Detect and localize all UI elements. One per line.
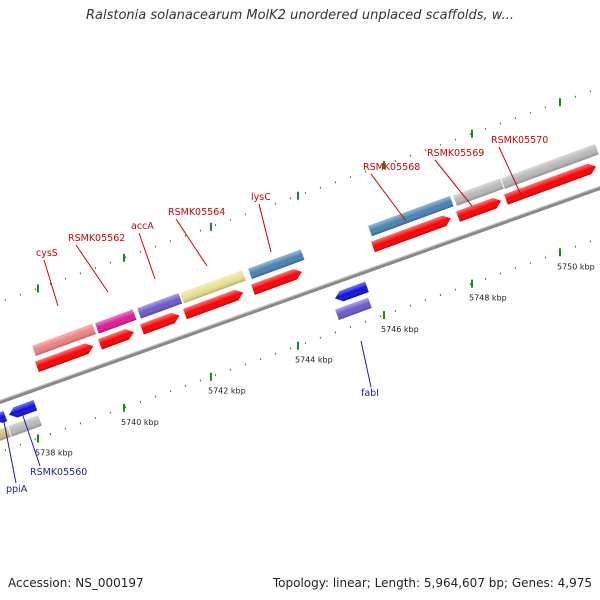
gene-bar-RSMK05562[interactable] bbox=[95, 309, 137, 334]
gene-label-RSMK05560[interactable]: RSMK05560 bbox=[30, 467, 87, 478]
topology-summary: Topology: linear; Length: 5,964,607 bp; … bbox=[272, 576, 592, 590]
cds-arrow-forward[interactable] bbox=[98, 327, 136, 350]
leader-line bbox=[75, 244, 109, 293]
gene-label-accA[interactable]: accA bbox=[131, 221, 154, 232]
gene-label-cysS[interactable]: cysS bbox=[36, 248, 58, 259]
scale-tick-label: 5738 kbp bbox=[35, 448, 73, 457]
leader-line bbox=[434, 159, 473, 207]
leader-line bbox=[43, 259, 59, 307]
gene-bar-lysC[interactable] bbox=[248, 249, 305, 279]
gene-label-RSMK05570[interactable]: RSMK05570 bbox=[491, 135, 548, 146]
leader-line bbox=[21, 412, 41, 467]
gene-label-fabI[interactable]: fabI bbox=[361, 388, 379, 399]
cds-arrow-forward[interactable] bbox=[504, 161, 598, 205]
cds-arrow-reverse-fabI[interactable] bbox=[333, 281, 369, 304]
leader-line bbox=[138, 232, 156, 280]
cds-arrow-forward[interactable] bbox=[140, 310, 181, 335]
scale-tick-label: 5748 kbp bbox=[469, 294, 507, 303]
scale-tick-label: 5750 kbp bbox=[557, 262, 595, 271]
sequence-backbone-highlight bbox=[0, 185, 600, 402]
gene-bar-fabI[interactable] bbox=[335, 297, 372, 320]
cds-arrow-forward[interactable] bbox=[371, 213, 453, 253]
gene-label-RSMK05564[interactable]: RSMK05564 bbox=[168, 207, 225, 218]
gene-label-RSMK05562[interactable]: RSMK05562 bbox=[68, 233, 125, 244]
scale-tick-label: 5740 kbp bbox=[121, 418, 159, 427]
leader-line bbox=[360, 340, 372, 388]
gene-bar-RSMK05570[interactable] bbox=[501, 144, 599, 189]
cds-arrow-reverse-RSMK05560[interactable] bbox=[7, 399, 38, 420]
gene-bar-accA[interactable] bbox=[137, 293, 183, 319]
accession-text: Accession: NS_000197 bbox=[8, 576, 144, 590]
scale-tick-label: 5744 kbp bbox=[295, 356, 333, 365]
gene-bar-RSMK05560[interactable] bbox=[8, 415, 42, 437]
gene-bar-cysS[interactable] bbox=[32, 323, 96, 357]
cds-arrow-reverse-ppiA[interactable] bbox=[0, 410, 8, 425]
leader-line bbox=[370, 173, 407, 222]
map-title: Ralstonia solanacearum MolK2 unordered u… bbox=[85, 8, 514, 23]
gene-label-ppiA[interactable]: ppiA bbox=[6, 484, 28, 495]
gene-bar-RSMK05568[interactable] bbox=[368, 195, 454, 237]
leader-line bbox=[3, 421, 17, 484]
gene-label-RSMK05568[interactable]: RSMK05568 bbox=[363, 162, 420, 173]
cds-arrow-forward[interactable] bbox=[183, 288, 245, 320]
scale-tick-label: 5746 kbp bbox=[381, 325, 419, 334]
cds-arrow-forward[interactable] bbox=[251, 267, 304, 295]
scale-tick-label: 5742 kbp bbox=[208, 387, 246, 396]
leader-line bbox=[175, 218, 208, 267]
cds-arrow-forward[interactable] bbox=[456, 196, 503, 222]
cds-arrow-forward[interactable] bbox=[35, 341, 95, 372]
leader-line bbox=[498, 146, 523, 198]
gene-label-RSMK05569[interactable]: RSMK05569 bbox=[427, 148, 484, 159]
gene-label-lysC[interactable]: lysC bbox=[251, 192, 271, 203]
leader-line bbox=[258, 203, 272, 253]
sequence-backbone bbox=[0, 185, 600, 405]
gene-bar-RSMK05564[interactable] bbox=[180, 270, 246, 304]
